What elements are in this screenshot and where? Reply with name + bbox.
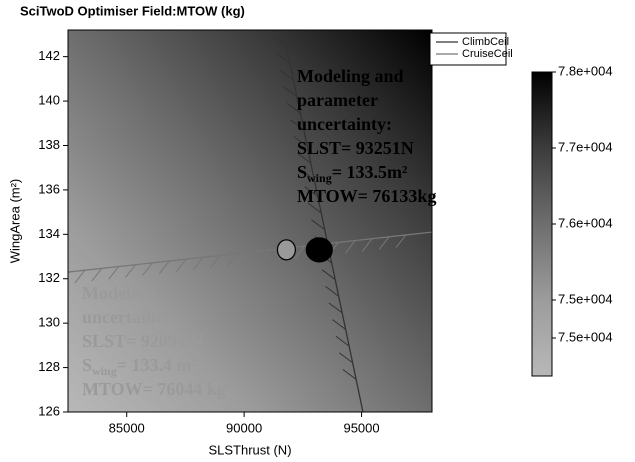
hatch — [339, 352, 353, 364]
annotation-subscript: wing — [92, 364, 117, 378]
field-background — [68, 30, 432, 412]
hatch — [335, 335, 350, 347]
hatch — [332, 319, 346, 330]
y-tick-label: 136 — [38, 181, 60, 196]
annotation-line: MTOW= 76133kg — [297, 186, 436, 206]
hatch — [209, 255, 221, 269]
hatch — [325, 285, 339, 297]
y-tick-label: 138 — [38, 137, 60, 152]
legend-label: CruiseCeil — [462, 48, 513, 60]
hatch — [342, 369, 357, 380]
hatch — [272, 36, 287, 48]
y-tick-label: 132 — [38, 270, 60, 285]
hatch — [300, 169, 315, 181]
x-axis-label: SLSThrust (N) — [208, 442, 291, 457]
y-tick-label: 140 — [38, 93, 60, 108]
hatch — [159, 260, 170, 274]
y-tick-label: 142 — [38, 48, 60, 63]
annotation-text: S — [82, 355, 92, 375]
annotation-line: Modeling — [82, 283, 155, 303]
annotation-line: uncertainty: — [82, 307, 177, 327]
annotation-line: parameter — [297, 90, 378, 110]
y-tick-label: 134 — [38, 226, 60, 241]
x-tick-label: 85000 — [109, 420, 145, 435]
annotation-line: SLST= 92094 N — [82, 331, 203, 351]
hatch — [286, 102, 301, 114]
optimum-point — [276, 239, 296, 261]
x-tick-label: 95000 — [343, 420, 379, 435]
annotation-line: Swing= 133.5m² — [297, 162, 407, 185]
y-tick-label: 128 — [38, 359, 60, 374]
annotation-text: = 133.4 m² — [117, 355, 197, 375]
hatch — [108, 266, 120, 280]
constraint-line — [68, 231, 432, 273]
hatch — [294, 245, 305, 260]
hatch — [260, 249, 272, 263]
annotation-text: = 133.5m² — [332, 162, 408, 182]
hatch — [297, 152, 312, 164]
hatch — [290, 119, 305, 131]
annotation-line: SLST= 93251N — [297, 138, 414, 158]
chart-title: SciTwoD Optimiser Field:MTOW (kg) — [20, 3, 245, 18]
hatch — [321, 269, 336, 280]
hatch — [328, 302, 343, 314]
hatch — [307, 202, 322, 214]
x-tick-label: 90000 — [226, 420, 262, 435]
constraints — [68, 30, 432, 412]
hatch — [74, 269, 86, 284]
hatch — [344, 240, 356, 254]
legend-label: ClimbCeil — [462, 36, 509, 48]
annotation-line: uncertainty: — [297, 114, 392, 134]
annotation-text: S — [297, 162, 307, 182]
colorbar-tick-label: 7.6e+004 — [558, 215, 613, 230]
hatch — [125, 264, 136, 278]
annotation-line: Modeling and — [297, 66, 404, 86]
y-tick-label: 126 — [38, 403, 60, 418]
hatch — [142, 262, 153, 276]
colorbar — [531, 71, 553, 377]
hatch — [226, 253, 238, 267]
annotation-line: Swing= 133.4 m² — [82, 355, 197, 378]
y-axis-label: WingArea (m²) — [7, 179, 22, 264]
optimum-point — [305, 237, 333, 263]
hatch — [279, 69, 294, 81]
legend-box — [429, 32, 507, 66]
colorbar-tick-label: 7.7e+004 — [558, 139, 613, 154]
hatch — [361, 238, 373, 252]
plot-frame — [67, 29, 433, 413]
hatch — [378, 236, 390, 250]
annotation-line: MTOW= 76044 kg — [82, 379, 226, 399]
hatch — [293, 136, 308, 147]
colorbar-tick-label: 7.5e+004 — [558, 329, 613, 344]
hatch — [283, 86, 298, 97]
hatch — [311, 219, 326, 231]
hatch — [395, 234, 407, 248]
y-tick-label: 130 — [38, 315, 60, 330]
hatch — [175, 258, 187, 273]
hatch — [243, 251, 255, 265]
hatch — [192, 256, 204, 271]
constraint-line — [282, 30, 364, 412]
hatch — [304, 186, 319, 197]
colorbar-tick-label: 7.8e+004 — [558, 63, 613, 78]
hatch — [91, 268, 103, 282]
hatch — [276, 53, 291, 64]
annotation-subscript: wing — [307, 171, 332, 185]
colorbar-tick-label: 7.5e+004 — [558, 291, 613, 306]
